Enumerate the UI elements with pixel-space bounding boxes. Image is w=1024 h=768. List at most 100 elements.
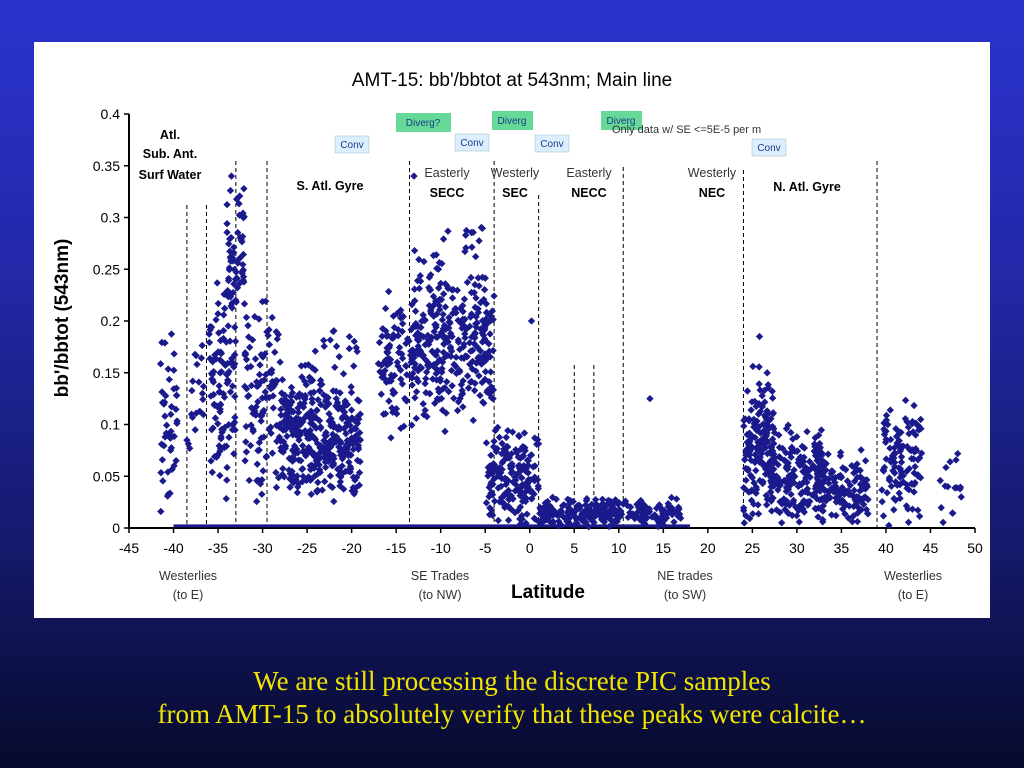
data-point bbox=[375, 338, 384, 347]
data-point bbox=[457, 319, 465, 328]
data-point bbox=[415, 255, 423, 264]
data-point bbox=[381, 366, 389, 375]
data-point bbox=[916, 424, 925, 433]
data-point bbox=[317, 424, 325, 432]
data-point bbox=[158, 398, 167, 407]
data-point bbox=[598, 495, 607, 503]
data-point bbox=[287, 383, 296, 392]
data-point bbox=[639, 518, 647, 526]
conv-tag-2: Conv bbox=[460, 138, 483, 149]
data-point bbox=[423, 412, 431, 421]
data-point bbox=[441, 280, 450, 288]
data-point bbox=[255, 370, 264, 379]
data-point bbox=[227, 172, 236, 180]
data-point bbox=[385, 343, 393, 352]
data-point bbox=[747, 456, 755, 465]
data-point bbox=[459, 307, 467, 316]
y-axis-label: bb'/bbtot (543nm) bbox=[52, 239, 73, 398]
data-point bbox=[767, 415, 775, 423]
data-point bbox=[800, 508, 808, 516]
data-point bbox=[467, 288, 476, 297]
data-point bbox=[446, 319, 454, 327]
data-point bbox=[787, 428, 795, 437]
data-point bbox=[350, 416, 358, 424]
data-point bbox=[242, 313, 251, 322]
data-point bbox=[646, 394, 654, 403]
data-point bbox=[478, 378, 486, 387]
data-point bbox=[433, 333, 442, 341]
data-point bbox=[232, 268, 240, 276]
data-point bbox=[173, 419, 181, 427]
slide-caption: We are still processing the discrete PIC… bbox=[0, 665, 1024, 731]
data-point bbox=[332, 387, 340, 395]
data-point bbox=[166, 446, 175, 455]
data-point bbox=[483, 388, 491, 396]
data-point bbox=[302, 381, 310, 389]
data-point bbox=[843, 477, 852, 485]
data-point bbox=[487, 393, 496, 402]
data-point bbox=[326, 336, 334, 344]
x-tick-label: -10 bbox=[431, 540, 451, 556]
data-point bbox=[811, 434, 819, 442]
current-sec: SEC bbox=[502, 186, 528, 200]
data-point bbox=[495, 463, 504, 472]
data-point bbox=[755, 380, 763, 388]
conv-tag-3: Conv bbox=[540, 139, 563, 150]
data-point bbox=[389, 331, 398, 339]
data-point bbox=[787, 490, 795, 499]
data-point bbox=[479, 331, 488, 340]
data-point bbox=[471, 280, 479, 289]
data-point bbox=[346, 450, 355, 459]
data-point bbox=[569, 497, 577, 506]
data-point bbox=[624, 513, 632, 522]
data-point bbox=[623, 501, 632, 510]
data-point bbox=[304, 434, 312, 443]
data-point bbox=[320, 342, 328, 350]
data-point bbox=[520, 429, 529, 437]
data-point bbox=[768, 464, 776, 472]
data-point bbox=[195, 378, 203, 386]
data-point bbox=[251, 355, 260, 363]
data-point bbox=[782, 487, 790, 496]
data-point bbox=[798, 442, 806, 451]
data-point bbox=[245, 476, 253, 485]
data-point bbox=[608, 501, 616, 509]
data-point bbox=[188, 413, 197, 422]
data-point bbox=[817, 471, 825, 479]
y-tick-label: 0.4 bbox=[101, 106, 121, 122]
data-point bbox=[281, 441, 289, 450]
data-point bbox=[232, 296, 240, 304]
data-point bbox=[793, 447, 801, 455]
data-point bbox=[306, 426, 314, 435]
data-point bbox=[335, 352, 343, 361]
conv-tag-2-box bbox=[454, 133, 490, 152]
data-point bbox=[750, 500, 758, 508]
data-point bbox=[764, 381, 772, 389]
data-point bbox=[422, 374, 430, 383]
data-point bbox=[502, 475, 510, 484]
data-point bbox=[639, 508, 647, 516]
data-point bbox=[782, 448, 790, 457]
data-point bbox=[421, 379, 429, 388]
data-point bbox=[454, 398, 463, 406]
data-point bbox=[412, 388, 421, 396]
data-point bbox=[317, 400, 325, 409]
data-point bbox=[427, 333, 436, 342]
data-point bbox=[242, 355, 251, 364]
data-point bbox=[769, 494, 777, 502]
data-point bbox=[772, 472, 781, 480]
data-point bbox=[429, 348, 437, 356]
data-point bbox=[878, 486, 886, 494]
data-point bbox=[508, 428, 517, 436]
y-tick-label: 0.2 bbox=[101, 313, 121, 329]
data-point bbox=[778, 519, 786, 527]
data-point bbox=[161, 412, 169, 420]
data-point bbox=[280, 473, 288, 481]
data-point bbox=[752, 466, 760, 475]
data-point bbox=[494, 470, 503, 478]
caption-line-1: We are still processing the discrete PIC… bbox=[253, 666, 771, 696]
data-point bbox=[256, 361, 264, 369]
data-point bbox=[447, 366, 456, 375]
data-point bbox=[226, 247, 234, 256]
data-point bbox=[228, 382, 237, 390]
